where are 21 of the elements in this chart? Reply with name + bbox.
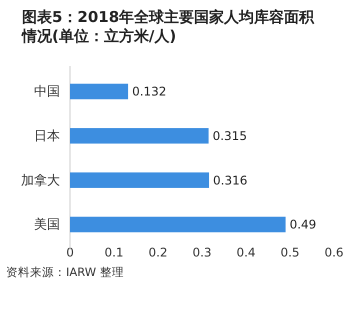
x-tick-label: 0.3 [192, 246, 212, 260]
bar [70, 172, 210, 188]
text: 资料来源：IARW 整理 [6, 265, 124, 279]
y-tick-label: 美国 [34, 216, 60, 233]
y-tick-label: 日本 [34, 128, 60, 144]
x-tick-label: 0.2 [148, 246, 168, 260]
y-tick-label: 中国 [34, 84, 60, 100]
bar [70, 216, 286, 232]
bar [70, 128, 209, 144]
x-tick-label: 0.6 [324, 246, 344, 260]
x-tick-label: 0.5 [280, 246, 300, 260]
x-tick-label: 0.1 [104, 246, 124, 260]
chart-title: 图表5：2018年全球主要国家人均库容面积情况(单位：立方米/人) [21, 8, 316, 45]
bar [70, 84, 128, 100]
data-label: 0.315 [212, 129, 247, 144]
data-label: 0.316 [213, 173, 248, 188]
x-tick-label: 0.4 [236, 246, 256, 260]
data-label: 0.132 [132, 84, 166, 99]
x-tick-label: 0 [66, 246, 74, 260]
y-tick-label: 加拿大 [21, 173, 60, 188]
data-label: 0.49 [290, 218, 316, 232]
